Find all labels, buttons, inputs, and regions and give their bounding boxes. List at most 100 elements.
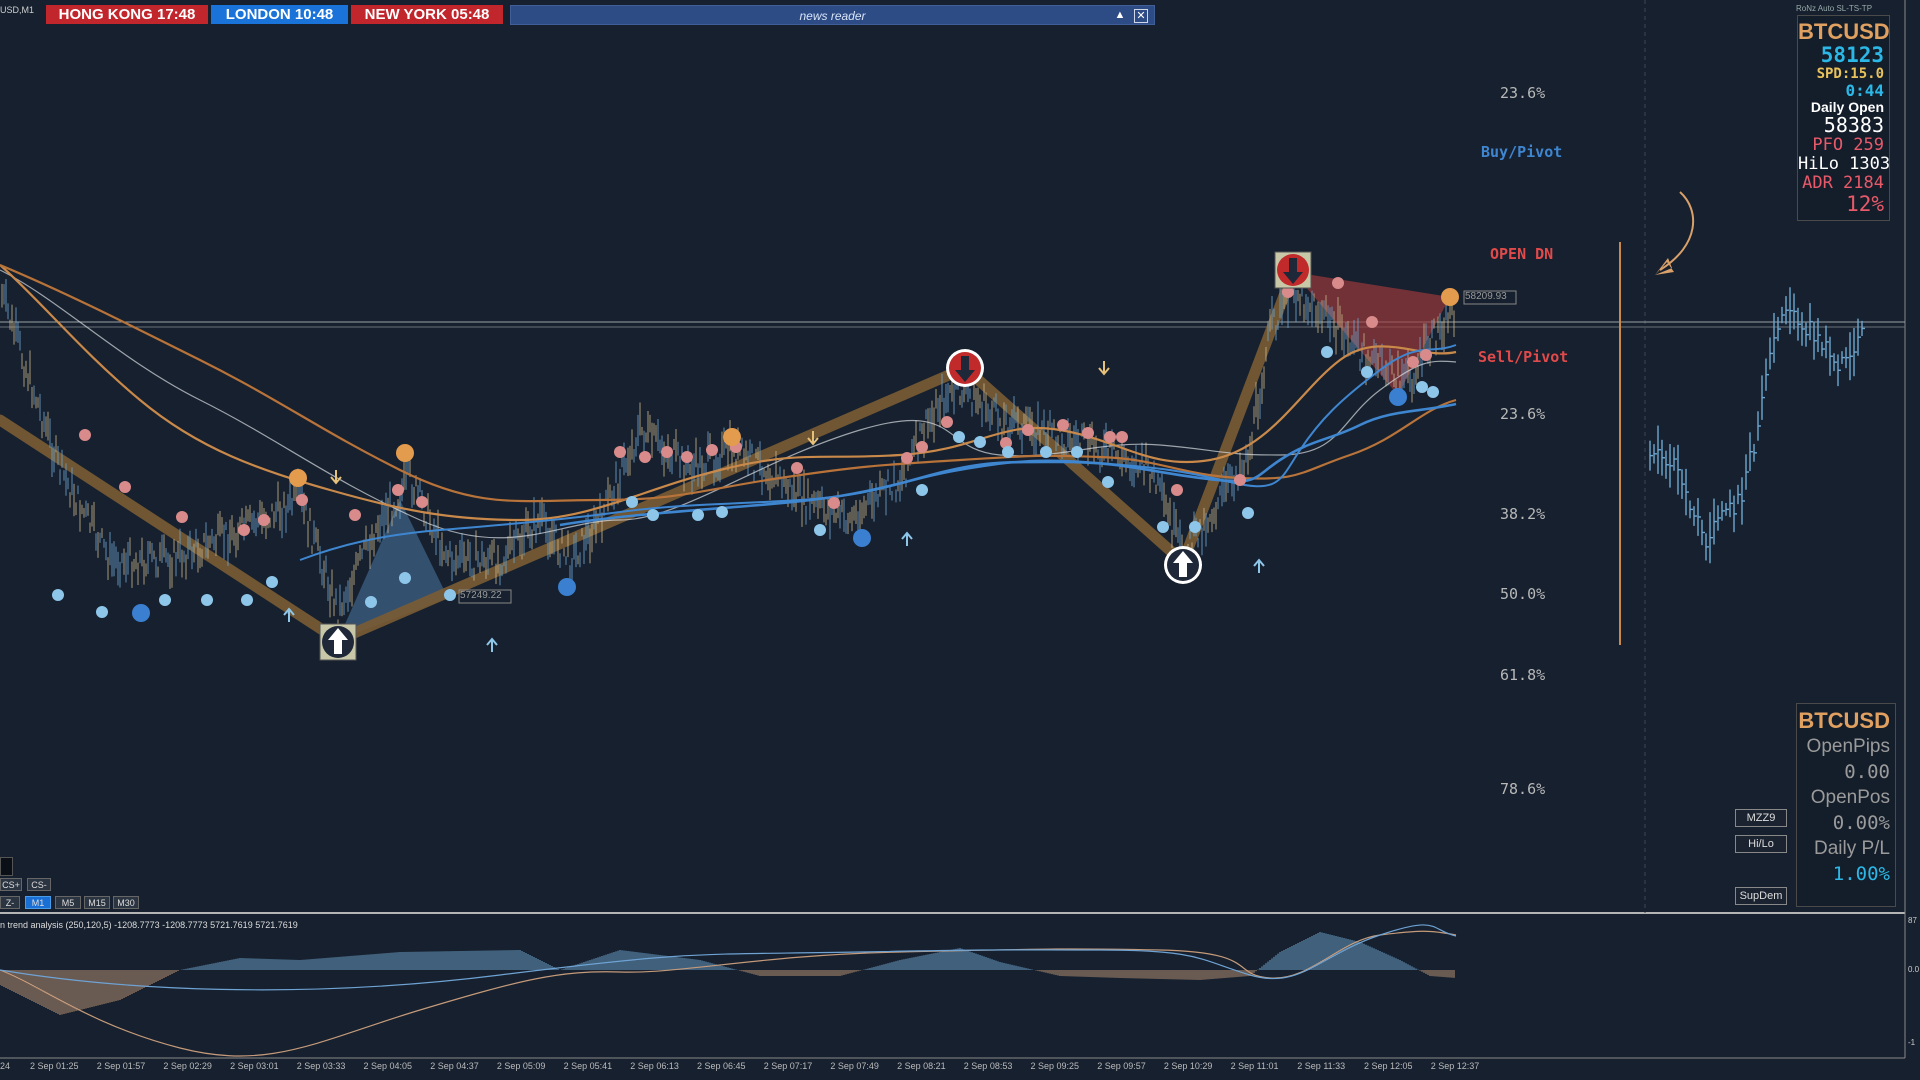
time-axis-label: 2 Sep 06:45 (697, 1061, 746, 1071)
clock-london: LONDON 10:48 (211, 5, 348, 24)
info-panel: BTCUSD 58123 SPD:15.0 0:44 Daily Open 58… (1797, 15, 1890, 221)
open-pips-label: OpenPips (1806, 736, 1890, 757)
swing-high-dot (723, 428, 741, 446)
swing-low-dot (132, 604, 150, 622)
time-axis-label: 2 Sep 03:33 (296, 1061, 346, 1071)
time-axis-label: 2 Sep 12:37 (1430, 1061, 1480, 1071)
m30-button[interactable]: M30 (113, 896, 139, 909)
time-axis-label: 2 Sep 07:17 (763, 1061, 813, 1071)
ma-blue-2 (559, 402, 1457, 527)
time-axis-label: 2 Sep 12:05 (1364, 1061, 1413, 1071)
sub-axis-bottom: -1 (1908, 1038, 1916, 1047)
swing-high-dot (289, 469, 307, 487)
swing-low-dot (558, 578, 576, 596)
position-symbol: BTCUSD (1798, 708, 1890, 733)
fib-level-label: 23.6% (1500, 405, 1546, 423)
trend-histogram (0, 932, 1455, 1015)
cs-plus-button[interactable]: CS+ (0, 878, 22, 891)
time-axis-label: 2 Sep 01:25 (30, 1061, 79, 1071)
time-axis-label: 2 Sep 07:49 (830, 1061, 879, 1071)
hilo-button[interactable]: Hi/Lo (1735, 835, 1787, 853)
info-daily-open: 58383 (1823, 113, 1884, 137)
time-axis-label: 24 (0, 1061, 11, 1071)
time-axis-label: 2 Sep 11:01 (1230, 1061, 1279, 1071)
sell-signal-badge (946, 349, 984, 387)
sub-axis-zero: 0.0 (1908, 965, 1920, 974)
clock-hong-kong: HONG KONG 17:48 (46, 5, 208, 24)
sell-signal-badge (1274, 251, 1312, 289)
upper-price-tag: 58209.93 (1465, 291, 1507, 302)
info-spread: SPD:15.0 (1816, 66, 1884, 82)
fib-level-label: 50.0% (1500, 585, 1546, 603)
info-daily-open-label: Daily Open (1810, 99, 1884, 115)
clock-new-york: NEW YORK 05:48 (351, 5, 503, 24)
buy-signal-badge (319, 623, 357, 661)
open-pips-value: 0.00 (1844, 761, 1890, 783)
ma-fast-orange (0, 264, 1457, 522)
swing-low-dot (1389, 388, 1407, 406)
upper-price-tag-box (1463, 290, 1517, 305)
buy-signal-badge (1164, 546, 1202, 584)
info-pct: 12% (1846, 192, 1884, 216)
price-bars (1, 265, 1455, 628)
time-axis-label: 2 Sep 06:13 (630, 1061, 679, 1071)
time-axis-label: 2 Sep 01:57 (96, 1061, 146, 1071)
time-axis-label: 2 Sep 10:29 (1163, 1061, 1213, 1071)
fib-level-label: 38.2% (1500, 505, 1546, 523)
info-timer: 0:44 (1845, 81, 1884, 100)
swing-high-dot (1441, 288, 1459, 306)
time-axis-label: 2 Sep 11:33 (1297, 1061, 1346, 1071)
time-axis-label: 2 Sep 04:05 (363, 1061, 413, 1071)
buy-pivot-label: Buy/Pivot (1481, 143, 1563, 161)
news-reader-title: news reader (799, 9, 866, 23)
info-symbol: BTCUSD (1798, 19, 1890, 44)
ea-label: RoNz Auto SL-TS-TP (1796, 4, 1873, 13)
fib-level-label: 23.6% (1500, 84, 1546, 102)
time-axis-label: 2 Sep 08:53 (963, 1061, 1013, 1071)
daily-pl-label: Daily P/L (1813, 838, 1890, 859)
supdem-button[interactable]: SupDem (1735, 887, 1787, 905)
lower-price-tag: 57249.22 (460, 590, 502, 601)
m5-button[interactable]: M5 (55, 896, 81, 909)
drawn-arrow (1659, 191, 1694, 271)
info-pfo: PFO 259 (1812, 135, 1884, 155)
sell-pivot-label: Sell/Pivot (1478, 348, 1569, 366)
mzz-button[interactable]: MZZ9 (1735, 809, 1787, 827)
close-box-icon[interactable]: ✕ (1134, 9, 1148, 23)
time-axis-label: 2 Sep 09:57 (1097, 1061, 1146, 1071)
z-button[interactable]: Z- (0, 896, 20, 909)
time-axis-label: 2 Sep 09:25 (1030, 1061, 1080, 1071)
news-reader-bar[interactable]: news reader ▲ ✕ (510, 5, 1155, 25)
triangle-up-icon[interactable]: ▲ (1114, 9, 1126, 21)
black-toggle-button[interactable] (0, 857, 13, 876)
swing-low-dot (853, 529, 871, 547)
open-pos-label: OpenPos (1810, 787, 1890, 808)
m15-button[interactable]: M15 (84, 896, 110, 909)
info-adr: ADR 2184 (1802, 173, 1884, 193)
fib-level-label: 78.6% (1500, 780, 1546, 798)
open-pos-value: 0.00% (1832, 812, 1890, 834)
info-hilo: HiLo 1303 (1798, 154, 1891, 174)
time-axis-label: 2 Sep 05:09 (496, 1061, 546, 1071)
swing-high-dot (396, 444, 414, 462)
cs-minus-button[interactable]: CS- (27, 878, 51, 891)
symbol-label: USD,M1 (0, 5, 35, 15)
fractal-dots (52, 277, 1439, 618)
subwindow-title: n trend analysis (250,120,5) -1208.7773 … (0, 920, 298, 930)
time-axis-label: 2 Sep 02:29 (163, 1061, 212, 1071)
time-axis-label: 2 Sep 03:01 (230, 1061, 279, 1071)
lower-price-tag-box (458, 589, 512, 604)
ma-blue-1 (299, 344, 1457, 561)
info-price: 58123 (1820, 43, 1884, 67)
time-axis-label: 2 Sep 05:41 (563, 1061, 613, 1071)
time-axis-label: 2 Sep 08:21 (897, 1061, 946, 1071)
position-panel: BTCUSD OpenPips 0.00 OpenPos 0.00% Daily… (1796, 703, 1896, 907)
small-signal-arrows (283, 361, 1265, 652)
m1-button[interactable]: M1 (25, 896, 51, 909)
signal-line-blue (0, 924, 1457, 991)
right-price-bars (1649, 287, 1865, 564)
daily-pl-value: 1.00% (1832, 863, 1890, 885)
signal-line-orange (0, 930, 1457, 1057)
